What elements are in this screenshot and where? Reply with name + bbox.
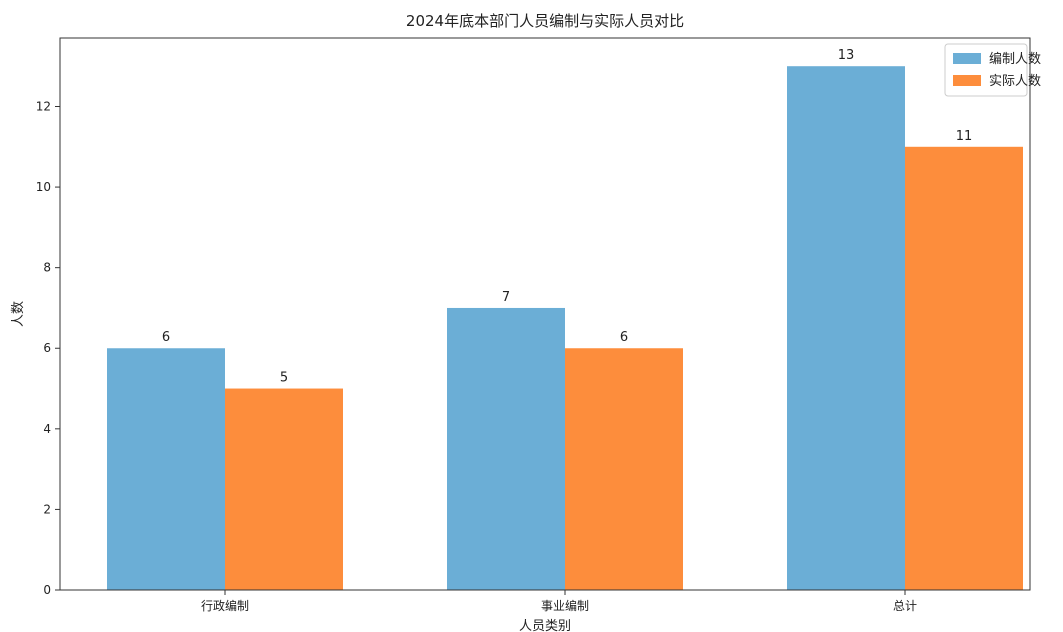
- x-tick-label: 总计: [893, 599, 917, 613]
- y-tick-label: 8: [43, 261, 51, 275]
- y-axis-label: 人数: [11, 301, 26, 327]
- data-label: 6: [620, 330, 628, 345]
- data-label: 6: [162, 330, 170, 345]
- x-axis-label: 人员类别: [519, 619, 571, 632]
- bar-actual-2: [905, 146, 1023, 590]
- y-tick-label: 2: [43, 502, 51, 516]
- y-tick-label: 0: [43, 583, 51, 597]
- bar-actual-1: [565, 348, 683, 590]
- legend-swatch: [953, 53, 981, 64]
- plot-frame: [59, 37, 1031, 591]
- bar-planned-2: [787, 66, 905, 591]
- legend-entry: 实际人数: [989, 74, 1041, 89]
- bar-actual-0: [225, 388, 343, 590]
- bar-planned-0: [107, 348, 225, 590]
- x-tick-label: 行政编制: [201, 598, 249, 613]
- x-tick-label: 事业编制: [541, 598, 589, 613]
- chart-title: 2024年底本部门人员编制与实际人员对比: [406, 12, 684, 30]
- y-tick-label: 6: [43, 341, 51, 355]
- data-label: 13: [838, 48, 855, 63]
- bar-planned-1: [447, 307, 565, 590]
- legend-entry: 编制人数: [989, 52, 1041, 67]
- y-tick-label: 12: [36, 99, 51, 113]
- y-tick-label: 10: [36, 180, 51, 194]
- y-tick-label: 4: [43, 422, 51, 436]
- legend-swatch: [953, 75, 981, 86]
- data-label: 5: [280, 371, 288, 386]
- bars-layer: 6 7 13 5 6 11: [107, 48, 1023, 591]
- data-label: 7: [502, 290, 510, 305]
- axes-layer: 0 2 4 6 8 10 12 行政编制 事业编制 总计: [36, 37, 1031, 613]
- data-label: 11: [956, 129, 973, 144]
